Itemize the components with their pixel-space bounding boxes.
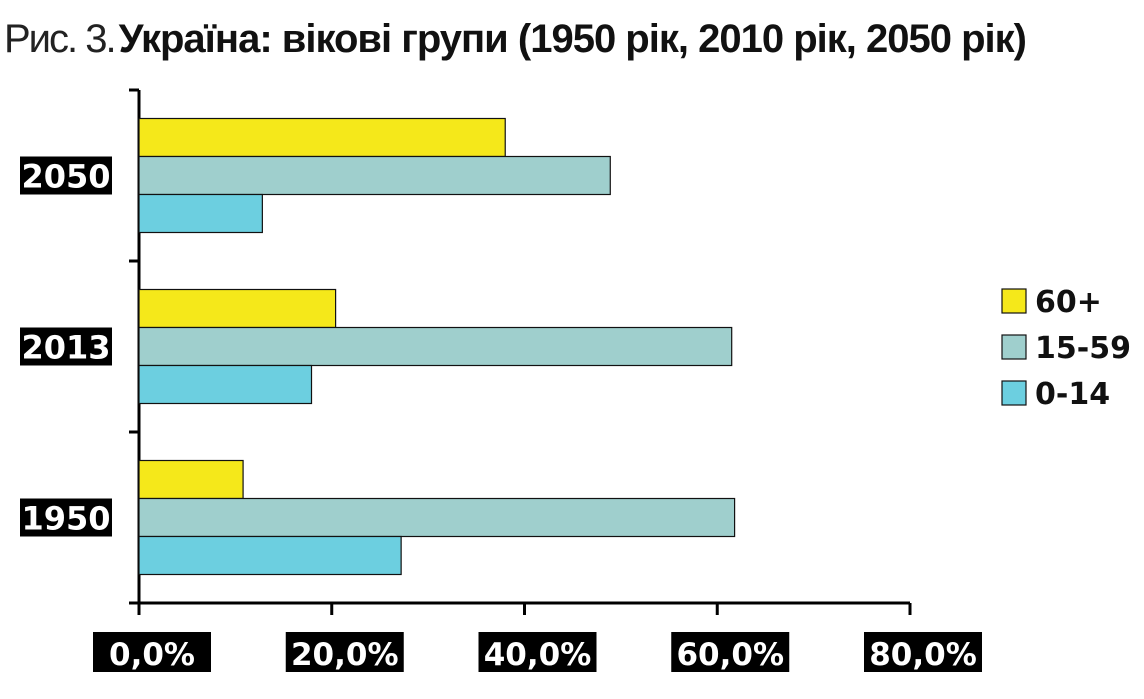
bar-2013-60 <box>138 288 337 329</box>
x-tick-label-bg <box>93 632 211 672</box>
legend-swatch-15-59 <box>1001 334 1027 360</box>
chart-title: Рис. 3. Україна: вікові групи (1950 рік,… <box>4 4 1027 74</box>
title-text: Україна: вікові групи (1950 рік, 2010 рі… <box>118 17 1027 61</box>
bar-1950-0-14 <box>138 535 402 576</box>
legend-label-0-14: 0-14 <box>1035 377 1110 412</box>
bar-1950-60 <box>138 459 244 500</box>
x-tick-label: 20,0% <box>291 637 399 673</box>
y-tick-label-bg <box>20 327 112 366</box>
x-tick-label-bg <box>285 632 404 672</box>
bar-2013-0-14 <box>138 364 313 405</box>
bar-2050-15-59 <box>138 155 611 196</box>
y-tick-label: 2050 <box>21 158 110 196</box>
x-tick-label-bg <box>864 632 982 672</box>
bar-2050-0-14 <box>138 193 263 234</box>
legend-swatch-60 <box>1001 288 1027 314</box>
legend-label-60: 60+ <box>1035 285 1102 320</box>
y-tick-label-bg <box>20 498 112 537</box>
bar-2050-60 <box>138 117 506 158</box>
legend-swatch-0-14 <box>1001 380 1027 406</box>
bar-1950-15-59 <box>138 497 736 538</box>
figure-number: Рис. 3. <box>4 17 117 61</box>
x-tick-label: 40,0% <box>484 637 592 673</box>
legend-label-15-59: 15-59 <box>1035 331 1131 366</box>
bar-2013-15-59 <box>138 326 733 367</box>
y-tick-label: 1950 <box>21 500 110 538</box>
y-tick-label: 2013 <box>21 329 110 367</box>
x-tick-label-bg <box>671 632 790 672</box>
x-tick-label-bg <box>478 632 597 672</box>
x-tick-label: 0,0% <box>109 637 195 673</box>
x-tick-label: 80,0% <box>869 637 977 673</box>
x-tick-label: 60,0% <box>676 637 784 673</box>
y-tick-label-bg <box>20 156 112 195</box>
